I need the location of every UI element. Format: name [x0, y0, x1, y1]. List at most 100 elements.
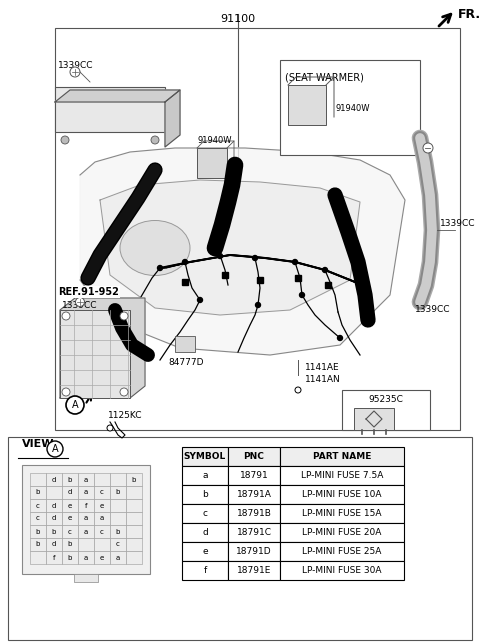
- Text: b: b: [68, 542, 72, 547]
- Bar: [228, 523, 280, 542]
- Text: A: A: [72, 400, 78, 410]
- Bar: [78, 512, 94, 525]
- Bar: [8, 437, 472, 640]
- Bar: [30, 551, 46, 564]
- Text: LP-MINI FUSE 25A: LP-MINI FUSE 25A: [302, 547, 382, 556]
- Circle shape: [252, 256, 257, 261]
- Bar: [280, 561, 404, 580]
- Bar: [55, 28, 460, 430]
- Circle shape: [217, 254, 223, 258]
- Bar: [62, 551, 78, 564]
- Bar: [30, 499, 46, 512]
- Bar: [222, 272, 228, 278]
- Text: 18791D: 18791D: [236, 547, 272, 556]
- Text: b: b: [52, 529, 56, 535]
- Bar: [228, 561, 280, 580]
- Bar: [126, 538, 142, 551]
- Bar: [46, 486, 62, 499]
- Circle shape: [62, 388, 70, 396]
- Circle shape: [75, 298, 84, 307]
- Bar: [175, 336, 195, 352]
- Bar: [30, 486, 46, 499]
- Text: d: d: [52, 477, 56, 482]
- Text: VIEW: VIEW: [22, 439, 55, 449]
- Text: 1339CC: 1339CC: [415, 305, 451, 314]
- Text: a: a: [84, 477, 88, 482]
- Bar: [78, 473, 94, 486]
- Bar: [30, 473, 46, 486]
- Text: f: f: [85, 502, 87, 509]
- Bar: [94, 512, 110, 525]
- Bar: [182, 447, 228, 466]
- Circle shape: [255, 303, 261, 307]
- Circle shape: [182, 260, 188, 265]
- Text: a: a: [84, 529, 88, 535]
- Text: 1339CC: 1339CC: [440, 219, 476, 228]
- Bar: [126, 473, 142, 486]
- Text: 84777D: 84777D: [168, 358, 204, 367]
- Bar: [62, 473, 78, 486]
- Bar: [94, 499, 110, 512]
- Text: d: d: [52, 542, 56, 547]
- Bar: [280, 466, 404, 485]
- Text: LP-MINI FUSE 10A: LP-MINI FUSE 10A: [302, 490, 382, 499]
- Text: e: e: [100, 502, 104, 509]
- Bar: [94, 538, 110, 551]
- Text: b: b: [116, 529, 120, 535]
- Text: 18791C: 18791C: [237, 528, 272, 537]
- Text: a: a: [84, 515, 88, 522]
- Circle shape: [70, 67, 80, 77]
- Text: d: d: [52, 502, 56, 509]
- Text: e: e: [100, 554, 104, 560]
- Bar: [110, 486, 126, 499]
- Text: e: e: [68, 502, 72, 509]
- Bar: [182, 523, 228, 542]
- Circle shape: [197, 298, 203, 303]
- Bar: [46, 499, 62, 512]
- Bar: [280, 447, 404, 466]
- Text: a: a: [202, 471, 208, 480]
- Bar: [62, 512, 78, 525]
- Bar: [94, 473, 110, 486]
- Bar: [182, 542, 228, 561]
- Circle shape: [157, 265, 163, 270]
- Text: a: a: [84, 554, 88, 560]
- Text: b: b: [36, 542, 40, 547]
- Circle shape: [337, 336, 343, 341]
- Text: FR.: FR.: [458, 8, 480, 21]
- Bar: [126, 486, 142, 499]
- Text: c: c: [203, 509, 207, 518]
- Bar: [110, 551, 126, 564]
- Bar: [257, 277, 263, 283]
- Bar: [62, 525, 78, 538]
- Polygon shape: [100, 180, 360, 315]
- Text: 1339CC: 1339CC: [62, 301, 97, 310]
- Bar: [94, 486, 110, 499]
- Text: b: b: [68, 477, 72, 482]
- Bar: [182, 504, 228, 523]
- Bar: [46, 512, 62, 525]
- Circle shape: [107, 425, 113, 431]
- Circle shape: [323, 267, 327, 272]
- Text: 18791: 18791: [240, 471, 268, 480]
- Polygon shape: [60, 298, 145, 398]
- Bar: [78, 538, 94, 551]
- Bar: [30, 525, 46, 538]
- Text: 18791E: 18791E: [237, 566, 271, 575]
- Text: LP-MINI FUSE 15A: LP-MINI FUSE 15A: [302, 509, 382, 518]
- Bar: [30, 538, 46, 551]
- Bar: [182, 279, 188, 285]
- Text: e: e: [202, 547, 208, 556]
- Bar: [74, 574, 98, 582]
- Bar: [62, 538, 78, 551]
- Circle shape: [292, 260, 298, 265]
- Bar: [46, 551, 62, 564]
- Polygon shape: [80, 148, 405, 355]
- Bar: [342, 390, 430, 430]
- Circle shape: [47, 441, 63, 457]
- Circle shape: [66, 396, 84, 414]
- Circle shape: [300, 292, 304, 298]
- Bar: [197, 148, 227, 178]
- Bar: [110, 473, 126, 486]
- Text: SYMBOL: SYMBOL: [184, 452, 226, 461]
